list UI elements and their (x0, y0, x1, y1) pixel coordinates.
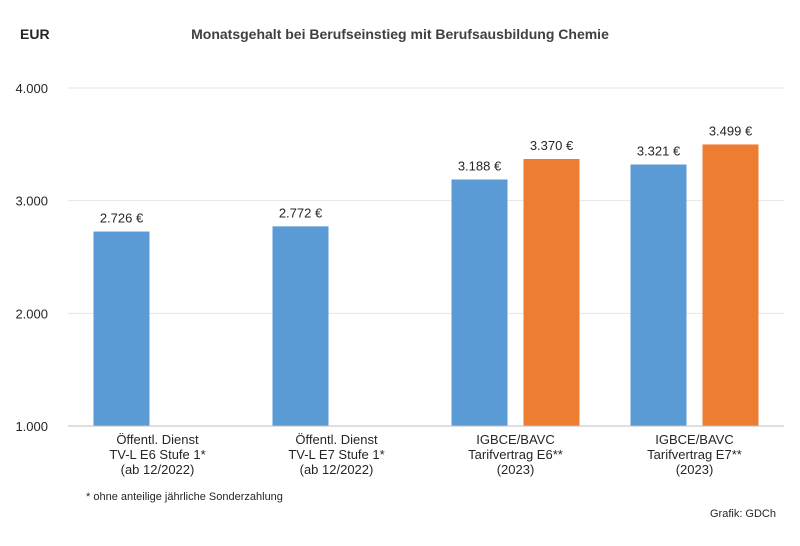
bar (630, 164, 687, 426)
y-axis-ticks: 1.000 2.000 3.000 4.000 (15, 81, 48, 434)
x-tick-label: (2023) (676, 462, 714, 477)
value-labels: 2.726 € 2.772 € 3.188 € 3.370 € 3.321 € 3.499… (100, 123, 753, 225)
bar (451, 179, 508, 426)
x-tick-label: TV-L E6 Stufe 1* (109, 447, 205, 462)
value-label: 3.321 € (637, 144, 681, 159)
value-label: 3.370 € (530, 138, 574, 153)
x-tick-label: TV-L E7 Stufe 1* (288, 447, 384, 462)
bars (93, 144, 759, 427)
bar (272, 226, 329, 426)
x-tick-label: IGBCE/BAVC (655, 432, 734, 447)
credit: Grafik: GDCh (709, 508, 776, 520)
x-tick-label: (ab 12/2022) (300, 462, 374, 477)
x-tick-label: Tarifvertrag E6** (468, 447, 563, 462)
value-label: 3.188 € (458, 158, 502, 173)
y-tick-label: 4.000 (15, 81, 48, 96)
footnote: * ohne anteilige jährliche Sonderzahlung (86, 491, 283, 503)
bar (93, 231, 150, 426)
x-tick-label: Öffentl. Dienst (116, 432, 199, 447)
x-tick-label: Tarifvertrag E7** (647, 447, 742, 462)
y-tick-label: 2.000 (15, 306, 48, 321)
value-label: 2.726 € (100, 211, 144, 226)
value-label: 3.499 € (709, 123, 753, 138)
unit-label: EUR (20, 26, 50, 42)
x-tick-label: IGBCE/BAVC (476, 432, 555, 447)
x-tick-label: Öffentl. Dienst (295, 432, 378, 447)
x-tick-label: (ab 12/2022) (121, 462, 195, 477)
y-tick-label: 1.000 (15, 419, 48, 434)
value-label: 2.772 € (279, 205, 323, 220)
bar (702, 144, 759, 427)
bar (523, 158, 580, 427)
y-tick-label: 3.000 (15, 194, 48, 209)
x-tick-label: (2023) (497, 462, 535, 477)
chart-title: Monatsgehalt bei Berufseinstieg mit Beru… (191, 26, 609, 42)
